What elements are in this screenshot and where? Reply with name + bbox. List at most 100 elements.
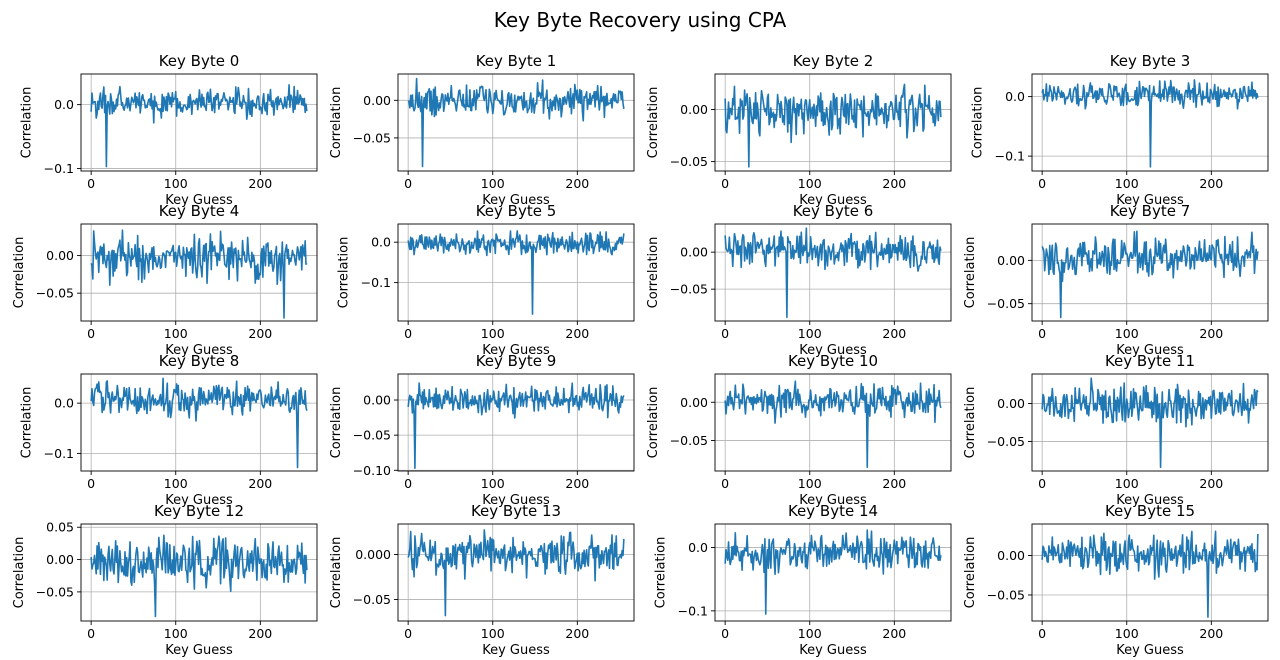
- x-tick-label: 100: [164, 476, 188, 491]
- subplot-key-byte-14: 0 100 200 0.0 −0.1 Key Byte 14 Key Guess Correl…: [654, 502, 952, 658]
- x-tick-label: 100: [798, 326, 822, 341]
- x-tick-label: 0: [1038, 326, 1046, 341]
- x-tick-label: 100: [798, 476, 822, 491]
- x-axis-label: Key Guess: [799, 193, 867, 208]
- x-tick-label: 100: [481, 476, 505, 491]
- axes-frame: [80, 373, 318, 472]
- subplot-title: Key Byte 15: [1105, 502, 1195, 520]
- y-axis-label: Correlation: [963, 387, 978, 459]
- x-tick-label: 200: [882, 476, 906, 491]
- y-tick-label: −0.1: [995, 149, 1025, 164]
- y-tick-label: 0.05: [46, 520, 74, 535]
- x-tick-label: 0: [404, 626, 412, 641]
- x-axis-label: Key Guess: [482, 193, 550, 208]
- x-axis-label: Key Guess: [165, 343, 233, 358]
- axes-frame: [714, 523, 952, 622]
- correlation-line: [724, 380, 942, 468]
- correlation-line: [407, 230, 625, 315]
- x-axis-label: Key Guess: [1116, 193, 1184, 208]
- correlation-line: [1041, 530, 1259, 618]
- x-tick-label: 100: [1115, 476, 1139, 491]
- y-tick-label: −0.05: [353, 592, 391, 607]
- subplot-title: Key Byte 2: [793, 52, 874, 70]
- correlation-line: [90, 84, 308, 168]
- x-tick-label: 0: [404, 176, 412, 191]
- subplot-key-byte-9: 0 100 200 0.00 −0.05 −0.10 Key Byte 9 Key Guess…: [329, 352, 635, 508]
- x-tick-label: 200: [565, 476, 589, 491]
- y-tick-label: 0.000: [355, 547, 391, 562]
- x-tick-label: 100: [1115, 626, 1139, 641]
- y-tick-label: 0.00: [997, 253, 1025, 268]
- x-tick-label: 0: [404, 326, 412, 341]
- subplot-title: Key Byte 14: [788, 502, 878, 520]
- subplot-key-byte-10: 0 100 200 0.00 −0.05 Key Byte 10 Key Guess Corr…: [646, 352, 952, 508]
- subplot-key-byte-2: 0 100 200 0.00 −0.05 Key Byte 2 Key Guess Corre…: [646, 52, 952, 208]
- y-tick-label: 0.00: [680, 245, 708, 260]
- subplot-title: Key Byte 10: [788, 352, 878, 370]
- x-tick-label: 0: [721, 326, 729, 341]
- y-tick-label: 0.00: [997, 548, 1025, 563]
- y-axis-label: Correlation: [20, 387, 35, 459]
- x-axis-label: Key Guess: [165, 193, 233, 208]
- x-tick-label: 100: [1115, 176, 1139, 191]
- subplot-key-byte-13: 0 100 200 0.000 −0.05 Key Byte 13 Key Guess Cor…: [329, 502, 635, 658]
- y-axis-label: Correlation: [963, 537, 978, 609]
- axes-frame: [1031, 73, 1269, 172]
- subplot-key-byte-12: 0 100 200 0.05 0.00 −0.05 Key Byte 12 Key Guess…: [12, 502, 318, 658]
- subplot-key-byte-0: 0 100 200 0.0 −0.1 Key Byte 0 Key Guess Correla…: [20, 52, 318, 208]
- correlation-line: [724, 83, 942, 168]
- x-axis-label: Key Guess: [799, 493, 867, 508]
- subplot-title: Key Byte 0: [159, 52, 240, 70]
- x-tick-label: 200: [565, 626, 589, 641]
- x-tick-label: 0: [404, 476, 412, 491]
- subplot-title: Key Byte 11: [1105, 352, 1195, 370]
- x-tick-label: 200: [248, 176, 272, 191]
- subplot-key-byte-1: 0 100 200 0.00 −0.05 Key Byte 1 Key Guess Corre…: [329, 52, 635, 208]
- x-axis-label: Key Guess: [165, 493, 233, 508]
- axes-frame: [397, 73, 635, 172]
- subplot-title: Key Byte 13: [471, 502, 561, 520]
- axes-frame: [397, 373, 635, 472]
- y-tick-label: 0.00: [997, 396, 1025, 411]
- axes-frame: [397, 523, 635, 622]
- subplot-key-byte-15: 0 100 200 0.00 −0.05 Key Byte 15 Key Guess Corr…: [963, 502, 1269, 658]
- x-tick-label: 200: [882, 326, 906, 341]
- x-axis-label: Key Guess: [482, 493, 550, 508]
- axes-frame: [714, 73, 952, 172]
- y-tick-label: 0.00: [46, 552, 74, 567]
- axes-frame: [1031, 523, 1269, 622]
- y-tick-label: 0.00: [46, 248, 74, 263]
- x-tick-label: 200: [882, 176, 906, 191]
- correlation-line: [407, 382, 625, 469]
- x-axis-label: Key Guess: [165, 643, 233, 658]
- y-tick-label: −0.05: [987, 296, 1025, 311]
- y-tick-label: 0.00: [363, 393, 391, 408]
- x-tick-label: 200: [248, 626, 272, 641]
- subplot-key-byte-6: 0 100 200 0.00 −0.05 Key Byte 6 Key Guess Corre…: [646, 202, 952, 358]
- y-axis-label: Correlation: [20, 87, 35, 159]
- y-tick-label: 0.0: [54, 97, 74, 112]
- y-tick-label: −0.1: [44, 161, 74, 176]
- axes-frame: [80, 223, 318, 322]
- y-tick-label: −0.1: [361, 275, 391, 290]
- y-tick-label: −0.05: [670, 154, 708, 169]
- y-axis-label: Correlation: [971, 87, 986, 159]
- y-tick-label: 0.0: [371, 235, 391, 250]
- correlation-line: [90, 377, 308, 469]
- x-axis-label: Key Guess: [1116, 493, 1184, 508]
- x-axis-label: Key Guess: [482, 343, 550, 358]
- x-tick-label: 100: [481, 176, 505, 191]
- y-axis-label: Correlation: [12, 537, 27, 609]
- y-tick-label: −0.1: [44, 446, 74, 461]
- y-axis-label: Correlation: [654, 537, 669, 609]
- x-tick-label: 100: [798, 626, 822, 641]
- x-tick-label: 0: [1038, 476, 1046, 491]
- y-tick-label: −0.10: [353, 463, 391, 478]
- x-tick-label: 200: [1199, 326, 1223, 341]
- x-tick-label: 100: [164, 326, 188, 341]
- subplot-key-byte-4: 0 100 200 0.00 −0.05 Key Byte 4 Key Guess Corre…: [12, 202, 318, 358]
- subplot-key-byte-5: 0 100 200 0.0 −0.1 Key Byte 5 Key Guess Correla…: [337, 202, 635, 358]
- y-tick-label: −0.05: [670, 433, 708, 448]
- x-axis-label: Key Guess: [1116, 643, 1184, 658]
- y-tick-label: −0.05: [353, 130, 391, 145]
